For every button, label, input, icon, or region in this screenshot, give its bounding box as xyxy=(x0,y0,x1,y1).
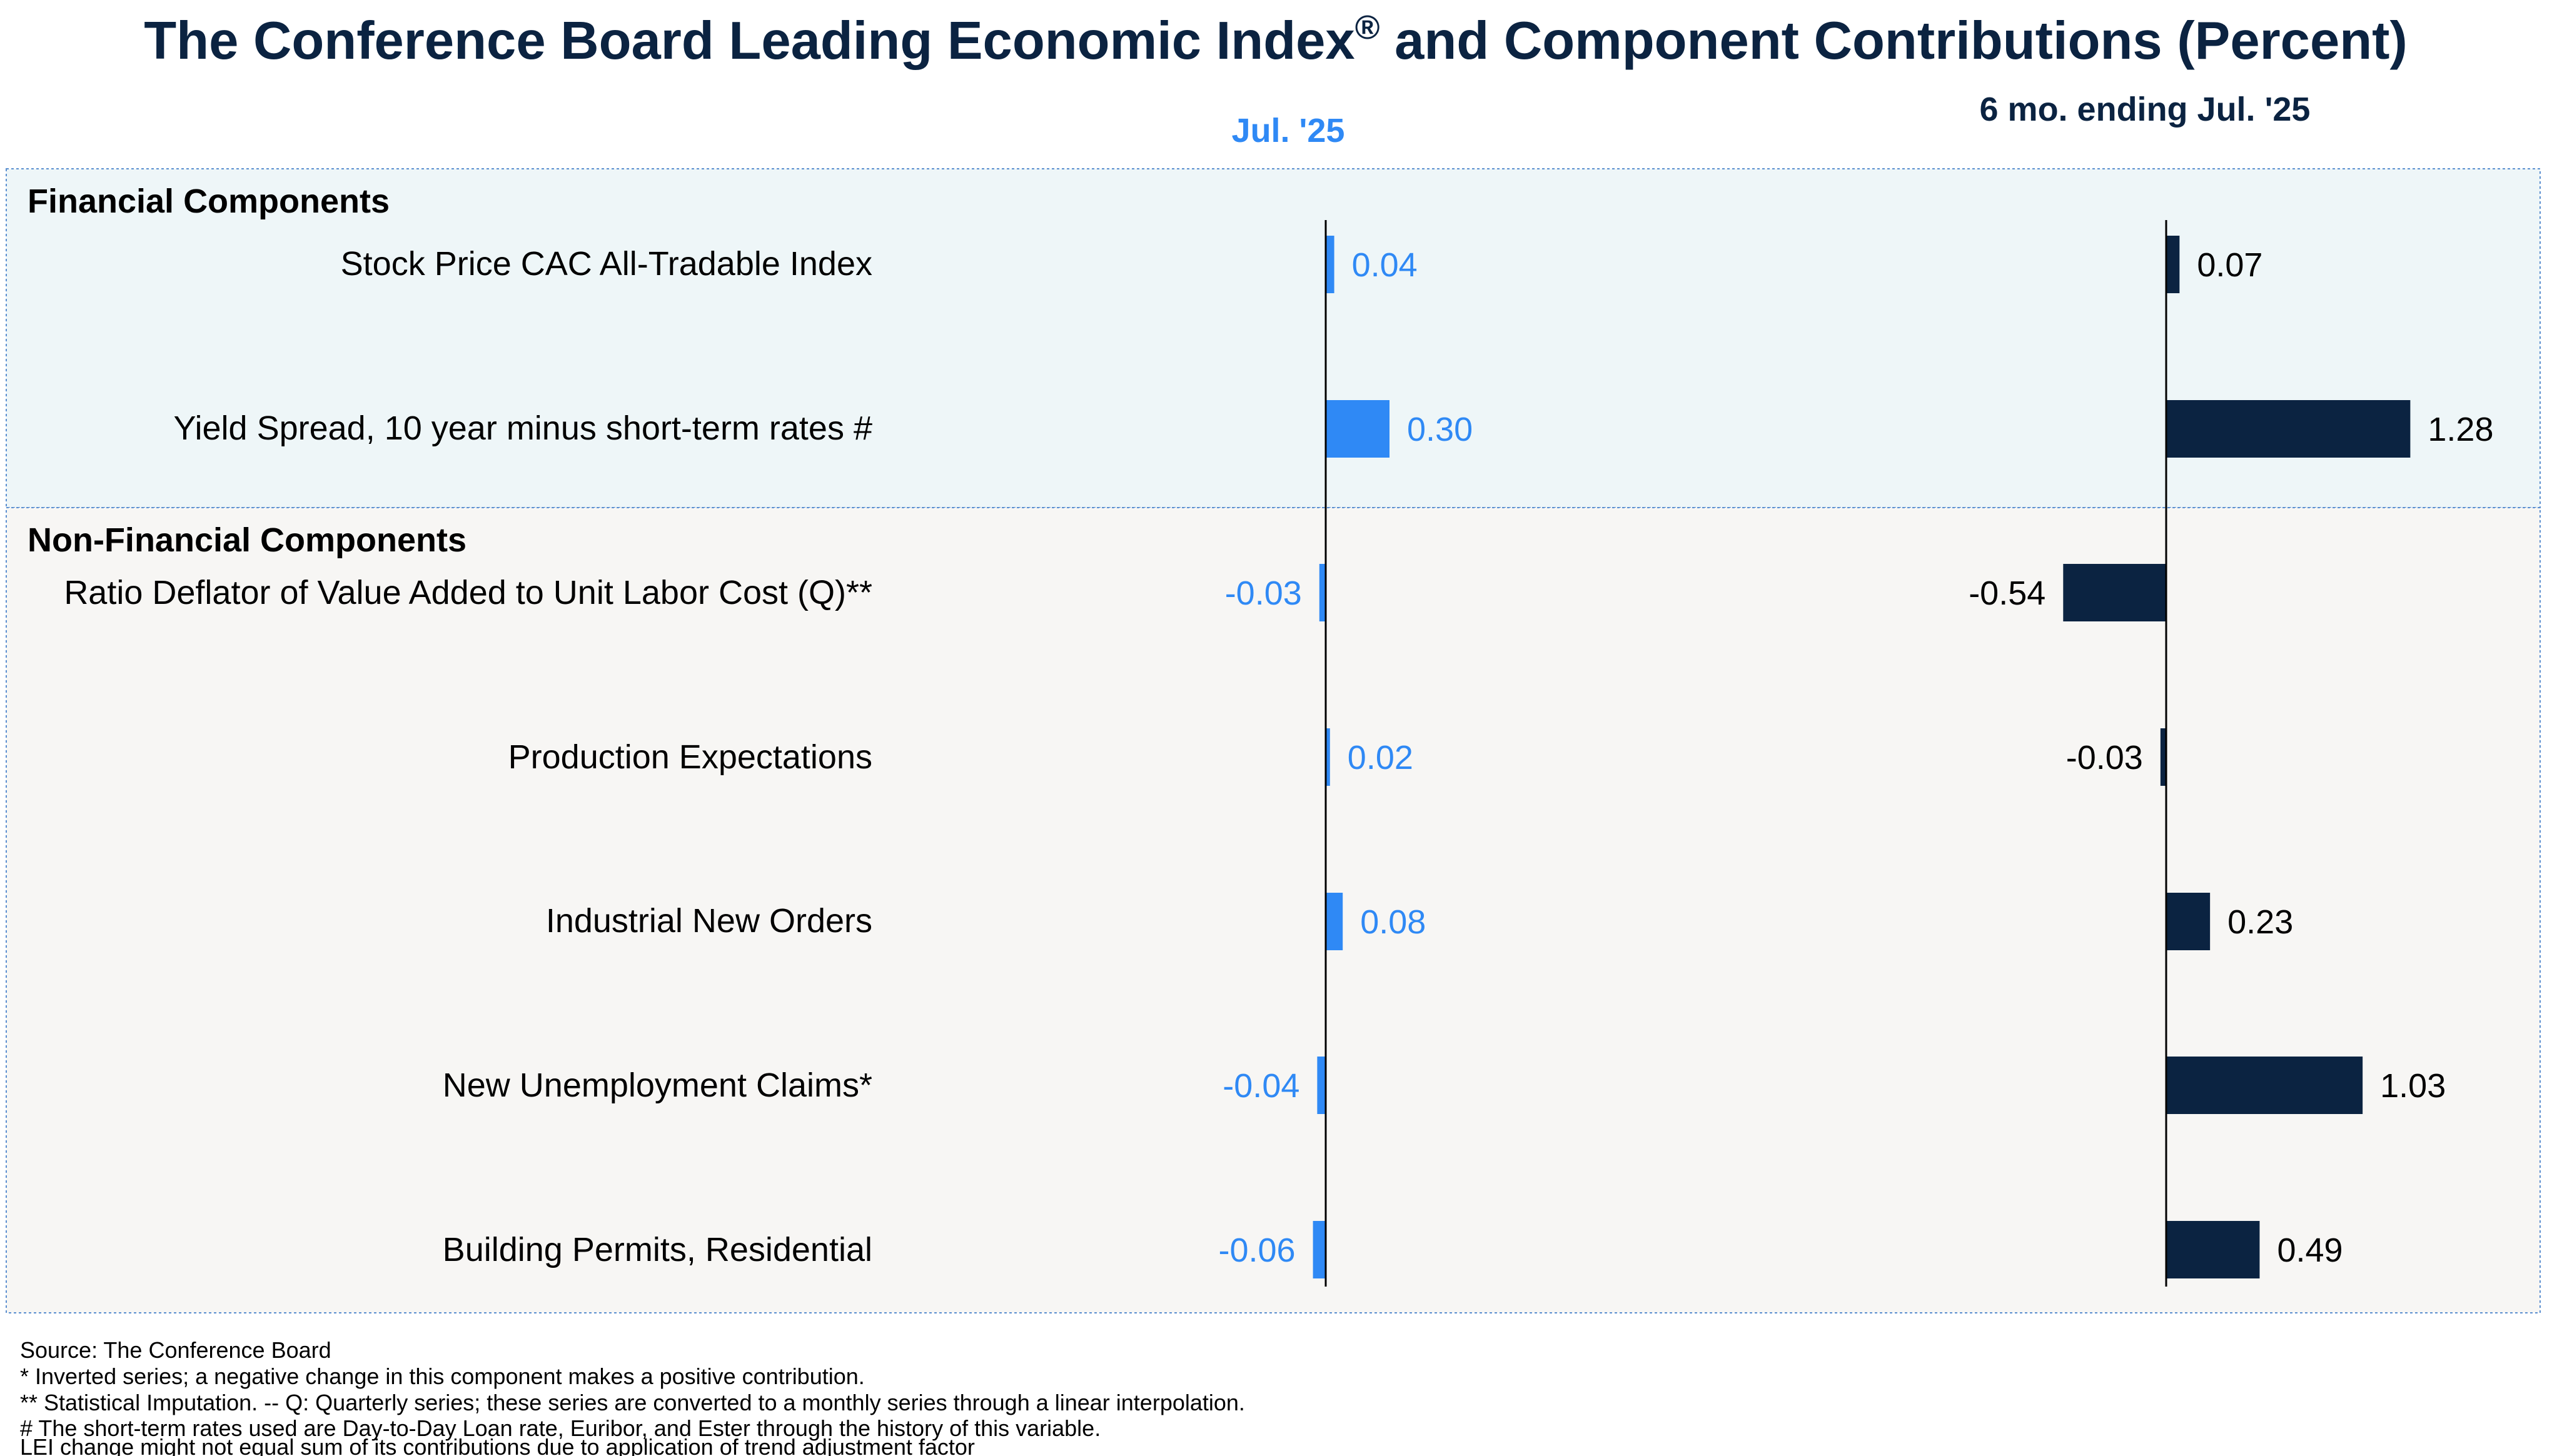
category-label: Industrial New Orders xyxy=(546,902,872,940)
column-header-six-month: 6 mo. ending Jul. '25 xyxy=(1980,91,2311,128)
category-label: Yield Spread, 10 year minus short-term r… xyxy=(174,409,873,447)
category-label: Building Permits, Residential xyxy=(443,1231,872,1268)
chart-title: The Conference Board Leading Economic In… xyxy=(144,9,2408,71)
monthly-bar xyxy=(1326,728,1330,786)
footnote-source: Source: The Conference Board xyxy=(20,1337,331,1363)
chart-title-rest: and Component Contributions (Percent) xyxy=(1379,11,2407,71)
six-month-series: 0.07 1.28 -0.54 -0.03 0.23 1.03 0.49 xyxy=(1969,236,2494,1278)
monthly-series: 0.04 0.30 -0.03 0.02 0.08 -0.04 -0.06 xyxy=(1219,236,1473,1278)
column-header-monthly: Jul. '25 xyxy=(1232,112,1345,149)
six-month-bar xyxy=(2063,564,2166,621)
monthly-value-label: 0.30 xyxy=(1407,411,1473,448)
chart-title-registered-mark: ® xyxy=(1355,9,1380,46)
monthly-bar xyxy=(1326,236,1334,293)
six-month-value-label: 1.03 xyxy=(2380,1067,2446,1105)
six-month-value-label: 0.07 xyxy=(2197,246,2262,284)
six-month-bar xyxy=(2166,400,2411,458)
monthly-value-label: -0.06 xyxy=(1219,1232,1296,1269)
category-label: Stock Price CAC All-Tradable Index xyxy=(341,245,872,283)
footnote-trend-adjustment: LEI change might not equal sum of its co… xyxy=(20,1434,975,1456)
six-month-value-label: 1.28 xyxy=(2428,411,2493,448)
monthly-bar xyxy=(1319,564,1326,621)
footnote-imputation: ** Statistical Imputation. -- Q: Quarter… xyxy=(20,1390,1245,1415)
footnotes: Source: The Conference Board * Inverted … xyxy=(20,1337,1245,1456)
non-financial-section-panel xyxy=(6,507,2541,1313)
six-month-bar xyxy=(2160,728,2166,786)
monthly-value-label: 0.02 xyxy=(1348,739,1413,776)
monthly-value-label: -0.03 xyxy=(1225,575,1302,612)
monthly-bar xyxy=(1313,1221,1326,1278)
financial-section-panel xyxy=(6,168,2541,508)
monthly-bar xyxy=(1326,400,1389,458)
section-label-non-financial: Non-Financial Components xyxy=(28,521,467,559)
chart-title-main: The Conference Board Leading Economic In… xyxy=(144,11,1354,71)
monthly-value-label: 0.04 xyxy=(1352,246,1418,284)
six-month-value-label: 0.23 xyxy=(2227,903,2293,941)
six-month-value-label: 0.49 xyxy=(2277,1232,2343,1269)
category-labels: Stock Price CAC All-Tradable Index Yield… xyxy=(64,245,872,1268)
six-month-value-label: -0.54 xyxy=(1969,575,2045,612)
section-label-financial: Financial Components xyxy=(28,183,390,220)
six-month-bar xyxy=(2166,1057,2363,1114)
monthly-value-label: -0.04 xyxy=(1223,1067,1299,1105)
six-month-bar xyxy=(2166,893,2211,950)
category-label: Ratio Deflator of Value Added to Unit La… xyxy=(64,574,872,611)
monthly-bar xyxy=(1317,1057,1326,1114)
category-label: New Unemployment Claims* xyxy=(443,1067,872,1104)
six-month-bar xyxy=(2166,1221,2260,1278)
footnote-inverted: * Inverted series; a negative change in … xyxy=(20,1363,865,1389)
six-month-value-label: -0.03 xyxy=(2066,739,2143,776)
monthly-bar xyxy=(1326,893,1343,950)
footnote-short-term-rates: # The short-term rates used are Day-to-D… xyxy=(20,1415,1101,1441)
category-label: Production Expectations xyxy=(508,738,872,776)
monthly-value-label: 0.08 xyxy=(1360,903,1426,941)
six-month-bar xyxy=(2166,236,2180,293)
